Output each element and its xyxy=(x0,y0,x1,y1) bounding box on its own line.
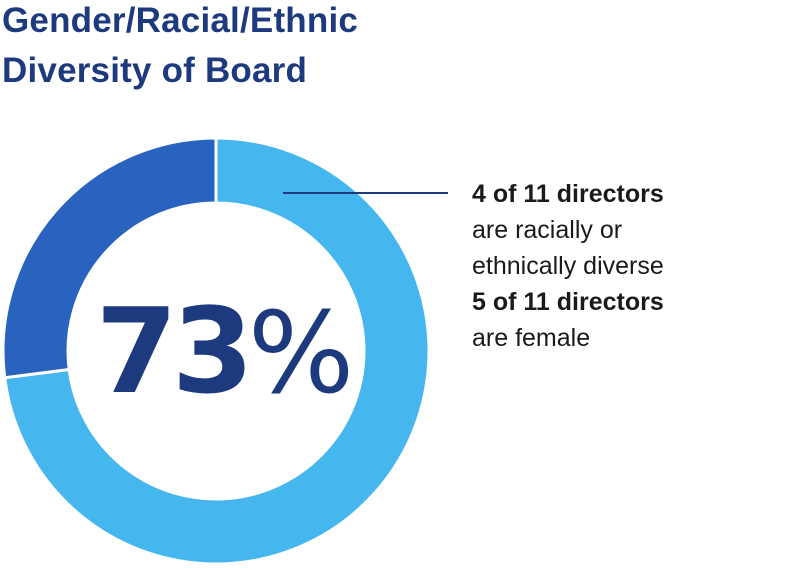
center-value: 73 xyxy=(96,282,248,420)
donut-slices xyxy=(1,136,431,566)
annotation-text: 4 of 11 directors are racially or ethnical… xyxy=(472,176,802,356)
center-unit: % xyxy=(248,289,349,419)
chart-title: Gender/Racial/Ethnic Diversity of Board xyxy=(2,0,358,96)
donut-slice-1 xyxy=(2,136,431,566)
annotation-line: ethnically diverse xyxy=(472,252,664,280)
title-line-2: Diversity of Board xyxy=(2,51,308,90)
annotation-line: 4 of 11 directors xyxy=(472,180,664,208)
annotation-line: 5 of 11 directors xyxy=(472,288,664,316)
annotation-line: are racially or xyxy=(472,216,623,244)
title-line-1: Gender/Racial/Ethnic xyxy=(2,1,359,40)
annotation-line: are female xyxy=(472,324,591,352)
center-percentage: 73% xyxy=(96,282,349,420)
donut-slice-2 xyxy=(1,136,218,380)
